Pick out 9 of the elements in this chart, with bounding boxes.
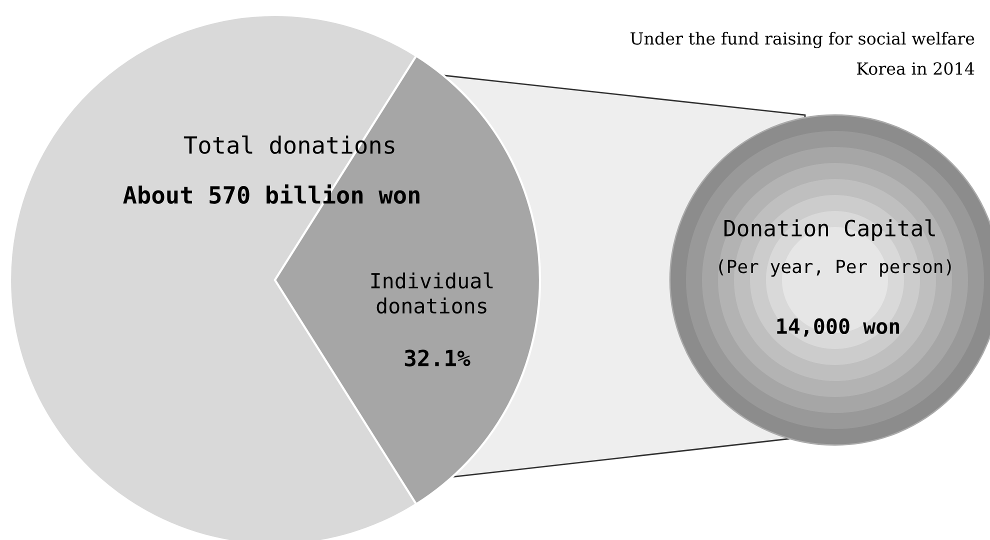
slice-label: Individual donations [371,272,493,314]
text: About 570 billion won [123,184,420,204]
text: Donation Capital [724,219,935,241]
data-label: 32.1% [404,350,470,366]
text: (Per year, Per person) [719,259,951,277]
text: Korea in 2014 [857,62,974,75]
slice-label: Total donations [184,136,394,154]
text: Under the fund raising for social welfare [630,32,974,48]
text: 14,000 won [777,318,900,337]
